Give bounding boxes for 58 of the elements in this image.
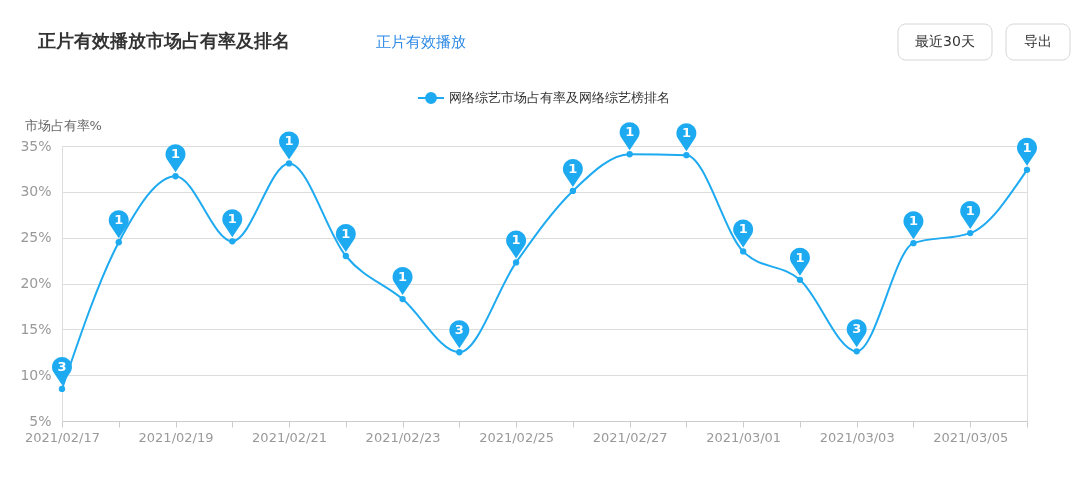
point <box>569 187 577 195</box>
x-tick-label: 2021/03/03 <box>819 429 895 445</box>
point <box>456 349 463 356</box>
annotation: 1 <box>284 133 294 149</box>
x-tick-label: 2021/02/21 <box>252 429 328 445</box>
y-tick-label: 15% <box>20 320 52 337</box>
text: 最近30天 <box>915 33 975 49</box>
annotation: 1 <box>738 221 748 237</box>
annotation: 3 <box>57 358 67 374</box>
x-tick-label: 2021/03/01 <box>706 429 782 445</box>
y-axis-title: 市场占有率% <box>24 117 102 133</box>
y-tick-label: 30% <box>20 183 52 200</box>
annotation: 1 <box>908 213 918 229</box>
annotation: 1 <box>341 226 351 241</box>
point <box>967 229 974 237</box>
annotation: 1 <box>965 203 975 219</box>
point <box>512 259 520 266</box>
point <box>172 173 179 180</box>
point <box>115 239 122 246</box>
annotation: 1 <box>625 124 635 140</box>
point <box>626 151 633 158</box>
y-tick-label: 35% <box>20 137 52 154</box>
annotation: 1 <box>568 160 578 176</box>
annotation: 1 <box>114 212 124 228</box>
y-tick-label: 5% <box>29 412 52 429</box>
text: 导出 <box>1024 33 1052 49</box>
point <box>910 240 917 247</box>
annotation: 1 <box>398 269 408 285</box>
point <box>1023 166 1031 173</box>
x-tick-label: 2021/03/05 <box>933 429 1009 445</box>
annotation: 1 <box>795 249 805 265</box>
annotation: 1 <box>681 125 691 141</box>
annotation: 1 <box>1022 139 1032 155</box>
x-tick-label: 2021/02/25 <box>479 429 555 445</box>
x-tick-label: 2021/02/17 <box>25 429 100 445</box>
point <box>853 348 860 355</box>
chart-subtitle: 正片有效播放 <box>376 33 466 51</box>
x-tick-label: 2021/02/23 <box>365 429 441 445</box>
annotation: 3 <box>852 321 862 337</box>
x-tick-label: 2021/02/27 <box>592 429 668 445</box>
annotation: 1 <box>227 211 237 227</box>
y-tick-label: 20% <box>20 275 52 291</box>
annotation: 1 <box>511 232 521 248</box>
x-tick-label: 2021/02/19 <box>138 429 214 445</box>
y-tick-label: 10% <box>20 366 52 383</box>
annotation: 1 <box>171 146 181 162</box>
y-tick-label: 25% <box>20 229 52 246</box>
point <box>796 276 804 283</box>
point <box>399 295 406 303</box>
legend-label: 网络综艺市场占有率及网络综艺榜排名 <box>449 90 670 105</box>
annotation: 3 <box>454 322 464 338</box>
point <box>683 152 690 159</box>
point <box>285 160 293 167</box>
point <box>342 252 349 260</box>
chart-title: 正片有效播放市场占有率及排名 <box>37 30 290 51</box>
point <box>740 248 747 255</box>
point <box>58 385 66 393</box>
point <box>229 238 236 245</box>
